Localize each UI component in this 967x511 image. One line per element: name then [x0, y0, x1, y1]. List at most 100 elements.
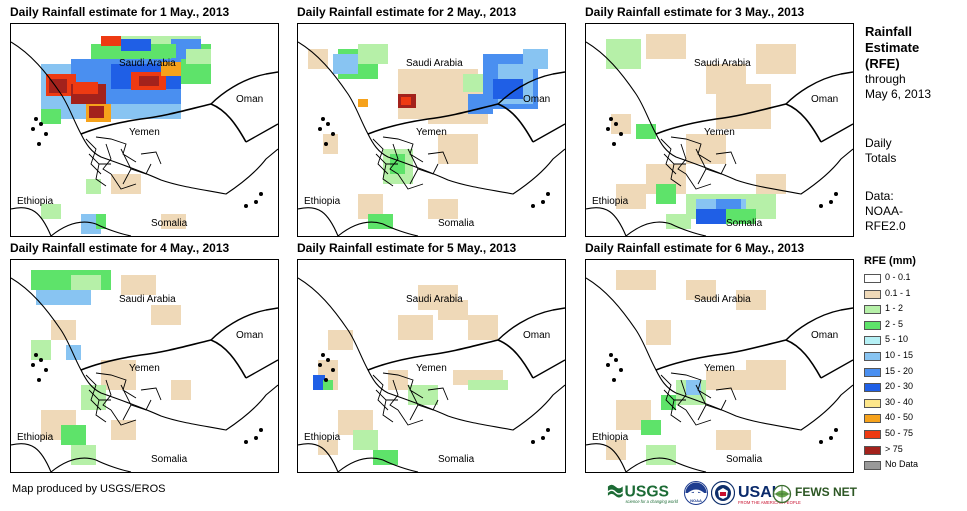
data-line3: RFE2.0 [865, 219, 906, 233]
base-map-boundaries [11, 41, 278, 236]
legend-label: 40 - 50 [885, 412, 914, 423]
rain-cell [121, 39, 151, 51]
map-canvas [11, 270, 278, 472]
panel-title: Daily Rainfall estimate for 5 May., 2013 [297, 241, 517, 255]
rain-cell [716, 430, 751, 450]
island-mark [546, 192, 550, 196]
coastline [586, 41, 853, 195]
rainfall-overlay [41, 36, 211, 234]
map-canvas [11, 36, 278, 236]
legend-item: 5 - 10 [864, 333, 964, 349]
horn-coastline [11, 443, 132, 472]
rain-cell [468, 380, 508, 390]
coastline [298, 277, 565, 431]
island-mark [39, 358, 43, 362]
legend-title: RFE (mm) [864, 255, 916, 267]
rainfall-map: Saudi Arabia Oman Yemen Ethiopia Somalia [10, 259, 279, 473]
usgs-logo-text: USGS [625, 484, 669, 501]
daily-line1: Daily [865, 136, 892, 150]
legend-item: No Data [864, 458, 964, 474]
legend-label: 0.1 - 1 [885, 287, 911, 298]
label-saudi-arabia: Saudi Arabia [406, 294, 463, 305]
rain-cell [323, 134, 338, 154]
island-mark [606, 127, 610, 131]
label-saudi-arabia: Saudi Arabia [694, 294, 751, 305]
fewsnet-globe-icon [772, 484, 792, 504]
label-oman: Oman [236, 94, 264, 105]
island-mark [254, 436, 258, 440]
oman-border [210, 71, 278, 143]
island-mark [612, 142, 616, 146]
rainfall-map: Saudi Arabia Oman Yemen Ethiopia Somalia [10, 23, 279, 237]
label-yemen: Yemen [416, 127, 447, 138]
island-mark [324, 142, 328, 146]
rain-cell [398, 315, 433, 340]
panel-title: Daily Rainfall estimate for 3 May., 2013 [585, 5, 805, 19]
horn-coastline [11, 207, 132, 236]
legend-swatch [864, 429, 881, 439]
coastline [11, 277, 278, 431]
rain-cell [736, 290, 766, 310]
rain-cell [151, 305, 181, 325]
rain-cell [636, 124, 656, 139]
legend-swatch [864, 274, 881, 283]
rain-cell [161, 62, 181, 76]
rain-cell [308, 49, 328, 69]
rain-cell [373, 450, 398, 465]
island-mark [541, 200, 545, 204]
map-credit: Map produced by USGS/EROS [12, 483, 166, 495]
rain-cell [756, 44, 796, 74]
label-ethiopia: Ethiopia [17, 432, 54, 443]
data-source-block: Data: NOAA- RFE2.0 [865, 189, 906, 234]
saudi-yemen-border [655, 339, 822, 379]
rain-cell [71, 445, 96, 465]
rain-cell [86, 179, 101, 194]
legend-item: 15 - 20 [864, 365, 964, 381]
yemen-governorates [85, 136, 162, 190]
island-mark [606, 363, 610, 367]
rain-cell [611, 114, 631, 134]
legend-item: 50 - 75 [864, 427, 964, 443]
legend-label: 20 - 30 [885, 381, 914, 392]
label-saudi-arabia: Saudi Arabia [694, 58, 751, 69]
rain-cell [71, 275, 101, 290]
legend-label: 5 - 10 [885, 334, 909, 345]
usgs-logo: USGS science for a changing world [607, 484, 679, 504]
rain-cell [686, 380, 701, 395]
island-mark [619, 132, 623, 136]
base-map-boundaries [11, 277, 278, 472]
island-mark [331, 368, 335, 372]
label-saudi-arabia: Saudi Arabia [406, 58, 463, 69]
rain-cell [686, 280, 716, 300]
label-oman: Oman [811, 94, 839, 105]
island-mark [259, 428, 263, 432]
label-somalia: Somalia [151, 454, 188, 465]
legend-label: 0 - 0.1 [885, 272, 911, 282]
island-mark [829, 200, 833, 204]
rain-cell [696, 209, 726, 224]
rain-cell [101, 36, 121, 46]
rain-cell [746, 360, 786, 390]
rfe-title-line1: Rainfall [865, 24, 912, 39]
oman-border [785, 307, 853, 379]
rain-cell [756, 174, 786, 194]
rain-cell [49, 79, 67, 93]
label-oman: Oman [523, 94, 551, 105]
rain-cell [353, 430, 378, 450]
noaa-logo: NOAA [684, 481, 708, 505]
legend-swatch [864, 320, 881, 330]
island-mark [31, 363, 35, 367]
rain-cell [101, 360, 136, 390]
rainfall-panel-3: Daily Rainfall estimate for 3 May., 2013… [585, 5, 854, 239]
rain-cell [96, 214, 106, 229]
label-oman: Oman [811, 330, 839, 341]
rain-cell [616, 184, 646, 209]
legend-label: 2 - 5 [885, 318, 904, 329]
map-canvas [586, 270, 853, 472]
rain-cell [31, 340, 51, 360]
horn-coastline [298, 207, 419, 236]
label-somalia: Somalia [438, 454, 475, 465]
legend-swatch [864, 336, 881, 346]
rainfall-overlay [31, 270, 191, 465]
label-oman: Oman [523, 330, 551, 341]
